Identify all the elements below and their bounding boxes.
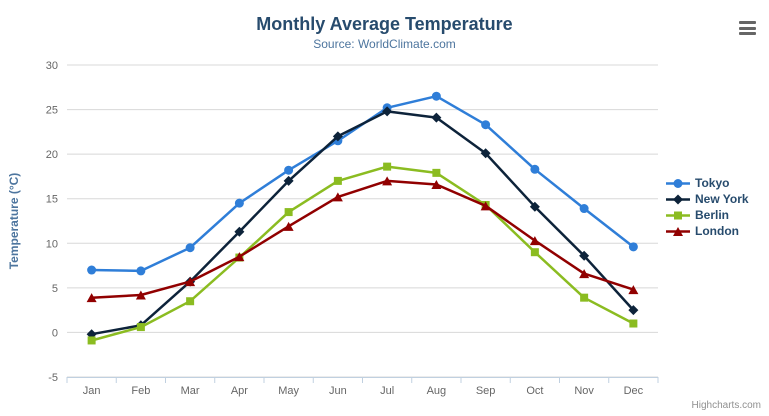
series-berlin-point[interactable] xyxy=(530,248,539,257)
x-axis-label: Sep xyxy=(476,385,496,397)
series-tokyo-point[interactable] xyxy=(136,266,146,276)
x-axis-label: Feb xyxy=(131,385,150,397)
series-london-line xyxy=(90,179,635,299)
x-axis-label: Dec xyxy=(624,385,644,397)
credits-link[interactable]: Highcharts.com xyxy=(691,400,761,411)
export-menu-icon[interactable] xyxy=(739,21,756,35)
series-london-point[interactable] xyxy=(234,252,245,262)
y-axis-title: Temperature (°C) xyxy=(7,172,21,270)
series-london-point[interactable] xyxy=(185,277,196,287)
series-tokyo-point[interactable] xyxy=(87,265,97,275)
x-axis-label: Mar xyxy=(181,385,200,397)
y-axis-label: 10 xyxy=(46,238,58,250)
series-new-york-point[interactable] xyxy=(234,226,245,237)
series-new-york-point[interactable] xyxy=(382,106,393,117)
x-axis-label: Jun xyxy=(329,385,347,397)
series-london-point[interactable] xyxy=(332,192,343,202)
square-marker-icon xyxy=(666,211,690,219)
circle-marker-icon xyxy=(666,178,690,188)
y-axis-label: 25 xyxy=(46,105,58,117)
legend-label: Berlin xyxy=(695,208,730,222)
series-london-point[interactable] xyxy=(480,201,491,211)
series-london-point[interactable] xyxy=(529,236,540,246)
legend-item-london[interactable]: London xyxy=(666,223,749,239)
diamond-marker-icon xyxy=(666,194,690,204)
series-tokyo-point[interactable] xyxy=(579,204,589,214)
series-london-point[interactable] xyxy=(431,179,442,189)
series-berlin-point[interactable] xyxy=(383,162,392,171)
y-axis-label: -5 xyxy=(48,372,58,384)
series-berlin-point[interactable] xyxy=(284,208,293,217)
series-berlin-point[interactable] xyxy=(87,336,96,345)
series-tokyo-point[interactable] xyxy=(530,164,540,174)
series-berlin-point[interactable] xyxy=(333,176,342,185)
hamburger-bar xyxy=(739,32,756,35)
x-axis-label: Nov xyxy=(574,385,594,397)
legend: Tokyo New York Berlin London xyxy=(666,175,749,239)
series-london-point[interactable] xyxy=(283,221,294,231)
series-london-point[interactable] xyxy=(382,176,393,186)
series-tokyo-point[interactable] xyxy=(481,120,491,130)
chart-title: Monthly Average Temperature xyxy=(256,14,513,34)
legend-item-berlin[interactable]: Berlin xyxy=(666,207,749,223)
series-new-york-point[interactable] xyxy=(332,131,343,142)
chart-subtitle: Source: WorldClimate.com xyxy=(313,37,456,51)
series-berlin-point[interactable] xyxy=(629,319,638,328)
y-axis-label: 20 xyxy=(46,149,58,161)
y-axis-label: 5 xyxy=(52,283,58,295)
series-tokyo-point[interactable] xyxy=(234,198,244,208)
series-berlin-point[interactable] xyxy=(186,297,195,306)
series-berlin-line xyxy=(90,165,635,342)
x-axis-label: Jul xyxy=(380,385,394,397)
legend-item-new-york[interactable]: New York xyxy=(666,191,749,207)
series-berlin-point[interactable] xyxy=(136,323,145,332)
series-london-point[interactable] xyxy=(628,285,639,295)
y-axis-label: 15 xyxy=(46,194,58,206)
series-tokyo-line xyxy=(90,94,635,273)
triangle-marker-icon xyxy=(666,226,690,236)
hamburger-bar xyxy=(739,21,756,24)
x-axis-label: Jan xyxy=(83,385,101,397)
series-berlin-point[interactable] xyxy=(580,293,589,302)
legend-item-tokyo[interactable]: Tokyo xyxy=(666,175,749,191)
legend-label: New York xyxy=(695,192,749,206)
series-tokyo-point[interactable] xyxy=(284,165,294,175)
series-tokyo-point[interactable] xyxy=(628,242,638,252)
series-new-york-point[interactable] xyxy=(579,250,590,261)
legend-label: London xyxy=(695,224,739,238)
hamburger-bar xyxy=(739,26,756,30)
series-london-point[interactable] xyxy=(579,269,590,279)
series-london-point[interactable] xyxy=(135,290,146,300)
series-berlin-point[interactable] xyxy=(432,168,441,177)
series-new-york-line xyxy=(90,110,635,336)
series-tokyo-point[interactable] xyxy=(431,91,441,101)
series-new-york-point[interactable] xyxy=(480,148,491,159)
x-axis-label: Aug xyxy=(427,385,447,397)
x-axis-label: May xyxy=(278,385,299,397)
legend-label: Tokyo xyxy=(695,176,730,190)
series-new-york-point[interactable] xyxy=(529,201,540,212)
x-axis-label: Oct xyxy=(526,385,543,397)
y-axis-label: 0 xyxy=(52,327,58,339)
series-new-york-point[interactable] xyxy=(431,112,442,123)
series-tokyo-point[interactable] xyxy=(185,243,195,253)
series-new-york-point[interactable] xyxy=(283,175,294,186)
x-axis-label: Apr xyxy=(231,385,248,397)
y-axis-label: 30 xyxy=(46,60,58,72)
series-new-york-point[interactable] xyxy=(628,305,639,316)
series-london-point[interactable] xyxy=(86,293,97,303)
